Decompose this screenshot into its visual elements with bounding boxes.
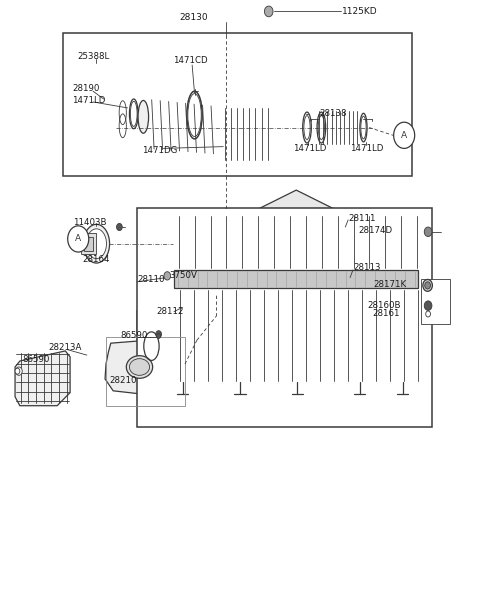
Text: 1471LD: 1471LD [350, 144, 384, 153]
Ellipse shape [126, 356, 153, 378]
Ellipse shape [130, 359, 150, 376]
Circle shape [264, 6, 273, 17]
Ellipse shape [130, 99, 138, 129]
Text: 28112: 28112 [156, 307, 184, 316]
Text: 25388L: 25388L [77, 51, 109, 60]
Text: 28110: 28110 [137, 275, 165, 284]
Polygon shape [218, 107, 271, 162]
Text: 28161: 28161 [372, 309, 399, 318]
Text: 28174D: 28174D [359, 226, 393, 235]
Circle shape [157, 334, 160, 338]
Circle shape [425, 282, 431, 289]
Ellipse shape [83, 224, 109, 263]
Ellipse shape [361, 116, 366, 139]
Bar [81, 233, 96, 254]
Polygon shape [420, 289, 429, 382]
Circle shape [117, 223, 122, 230]
Polygon shape [65, 120, 75, 138]
Polygon shape [105, 339, 180, 394]
Polygon shape [420, 214, 432, 270]
Polygon shape [248, 190, 344, 214]
Text: 1471DG: 1471DG [142, 146, 177, 155]
Polygon shape [75, 38, 116, 62]
Text: 1471CD: 1471CD [173, 56, 208, 64]
Polygon shape [70, 39, 118, 99]
Ellipse shape [318, 116, 324, 140]
Circle shape [424, 227, 432, 236]
Bar [63, 33, 412, 176]
Circle shape [424, 301, 432, 310]
Text: 28111: 28111 [348, 214, 376, 223]
Text: 86590: 86590 [23, 355, 50, 364]
Text: 1471LD: 1471LD [72, 96, 106, 105]
Circle shape [423, 279, 432, 291]
Polygon shape [70, 93, 120, 135]
Circle shape [156, 331, 161, 338]
Polygon shape [137, 304, 173, 340]
Polygon shape [173, 289, 429, 382]
Bar [84, 236, 93, 251]
Circle shape [164, 272, 170, 280]
Text: 28160B: 28160B [367, 301, 401, 310]
Text: 28138: 28138 [319, 109, 347, 118]
Ellipse shape [304, 116, 310, 140]
Circle shape [68, 226, 89, 252]
Ellipse shape [303, 112, 312, 143]
Bar [137, 208, 432, 427]
Polygon shape [144, 99, 221, 155]
Circle shape [15, 367, 22, 376]
Text: 86590: 86590 [120, 331, 148, 340]
Text: 28213A: 28213A [48, 343, 82, 352]
Bar [106, 337, 185, 406]
Ellipse shape [131, 101, 137, 127]
Ellipse shape [360, 113, 367, 142]
Text: 1125KD: 1125KD [341, 7, 377, 16]
Text: 11403B: 11403B [73, 218, 107, 227]
Polygon shape [15, 351, 70, 406]
Text: 28210: 28210 [109, 376, 137, 385]
Text: 3750V: 3750V [169, 272, 197, 281]
Text: 28164: 28164 [82, 256, 109, 264]
Polygon shape [173, 214, 429, 269]
Ellipse shape [317, 112, 325, 143]
Polygon shape [316, 110, 360, 146]
Text: 1471LD: 1471LD [293, 144, 326, 153]
Polygon shape [118, 39, 137, 117]
Text: 28113: 28113 [353, 263, 381, 272]
Circle shape [426, 311, 431, 317]
Text: 28171K: 28171K [373, 280, 406, 289]
Text: A: A [401, 131, 407, 140]
Text: A: A [75, 235, 81, 244]
Circle shape [15, 368, 20, 374]
Bar [174, 270, 418, 288]
Bar [421, 279, 450, 324]
Circle shape [394, 122, 415, 149]
Text: 28130: 28130 [180, 13, 208, 22]
Ellipse shape [138, 100, 149, 133]
Ellipse shape [86, 229, 107, 259]
Text: 28190: 28190 [72, 84, 100, 93]
Polygon shape [65, 99, 75, 123]
